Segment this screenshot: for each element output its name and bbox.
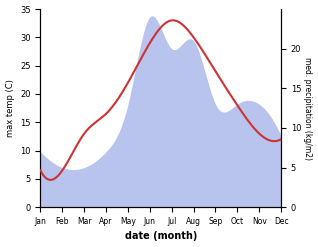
Y-axis label: med. precipitation (kg/m2): med. precipitation (kg/m2) <box>303 57 313 160</box>
X-axis label: date (month): date (month) <box>125 231 197 242</box>
Y-axis label: max temp (C): max temp (C) <box>5 79 15 137</box>
